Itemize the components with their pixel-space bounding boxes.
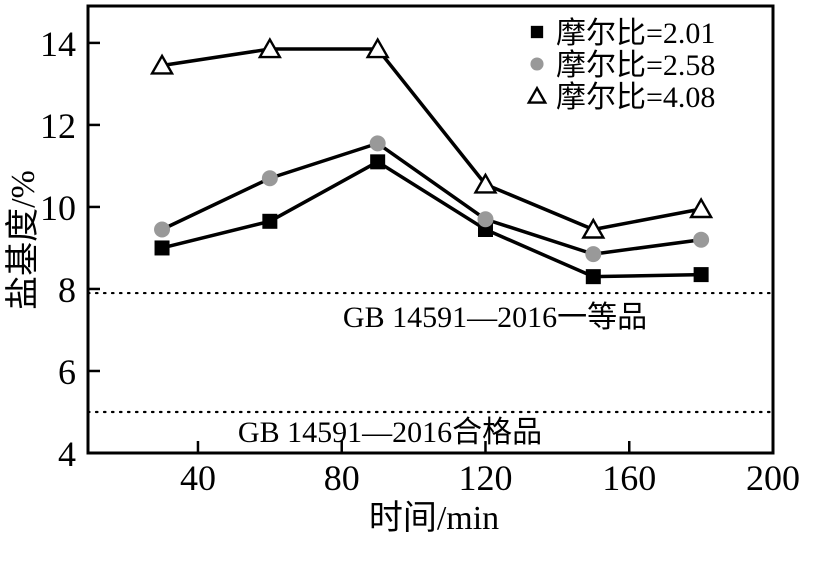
series-line-2 <box>161 141 702 256</box>
y-tick-label: 12 <box>40 106 76 146</box>
x-axis-title: 时间/min <box>369 500 499 537</box>
marker-square <box>585 269 601 285</box>
plot-border <box>86 4 775 455</box>
y-axis-title: 盐基度/% <box>4 170 42 310</box>
marker-square <box>693 267 709 283</box>
y-tick-label: 4 <box>58 434 76 474</box>
legend-label: 摩尔比=2.01 <box>556 17 715 50</box>
x-tick-label: 160 <box>602 458 656 498</box>
marker-triangle <box>581 217 606 239</box>
marker-circle <box>477 211 494 228</box>
x-tick-label: 80 <box>324 458 360 498</box>
series-line-1 <box>161 159 702 279</box>
y-tick-label: 14 <box>40 24 76 64</box>
marker-circle <box>369 135 386 152</box>
x-tick-label: 120 <box>458 458 512 498</box>
marker-circle <box>261 170 278 187</box>
reference-line-label: GB 14591—2016一等品 <box>343 301 647 334</box>
reference-line-label: GB 14591—2016合格品 <box>238 416 542 449</box>
legend-marker-circle <box>530 57 544 71</box>
y-tick-label: 6 <box>58 352 76 392</box>
marker-square <box>370 154 386 170</box>
marker-circle <box>693 231 710 248</box>
legend-item: 摩尔比=2.58 <box>530 49 715 82</box>
y-tick-label: 8 <box>58 270 76 310</box>
marker-square <box>154 240 170 256</box>
legend-marker-square <box>530 25 544 39</box>
legend-item: 摩尔比=4.08 <box>526 81 715 114</box>
x-tick-label: 40 <box>180 458 216 498</box>
x-tick-label: 200 <box>746 458 800 498</box>
marker-square <box>262 213 278 229</box>
legend-item: 摩尔比=2.01 <box>530 17 715 50</box>
y-tick-label: 10 <box>40 188 76 228</box>
series-line-3 <box>161 47 702 232</box>
marker-triangle <box>257 37 282 59</box>
marker-circle <box>154 221 171 238</box>
marker-triangle <box>365 37 390 59</box>
legend-marker-triangle-open <box>526 85 548 104</box>
legend-label: 摩尔比=2.58 <box>556 49 715 82</box>
marker-triangle <box>473 172 498 194</box>
legend-label: 摩尔比=4.08 <box>556 81 715 114</box>
marker-triangle <box>689 197 714 219</box>
marker-circle <box>585 246 602 263</box>
marker-triangle <box>149 53 175 75</box>
